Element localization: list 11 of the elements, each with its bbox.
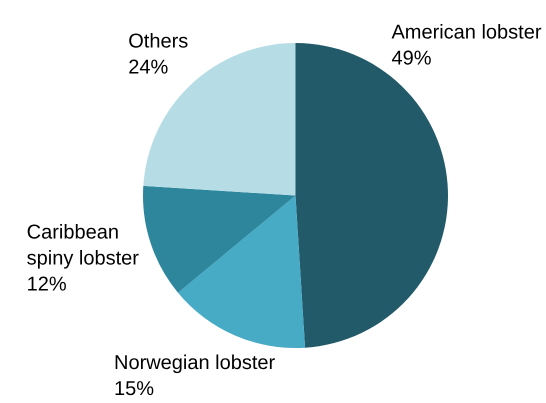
slice-label: American lobster	[391, 21, 542, 44]
data-label: 12%	[26, 273, 67, 296]
slice-label: Others	[128, 30, 188, 52]
pie-slice	[296, 43, 448, 348]
pie-slice	[178, 196, 306, 348]
slice-label: Caribbean spiny lobster	[26, 221, 140, 270]
data-label: 24%	[128, 56, 168, 78]
slice-label: Norwegian lobster	[114, 352, 276, 374]
data-label: 15%	[114, 378, 154, 400]
data-label: 49%	[391, 47, 432, 70]
pie-slice	[143, 186, 296, 293]
